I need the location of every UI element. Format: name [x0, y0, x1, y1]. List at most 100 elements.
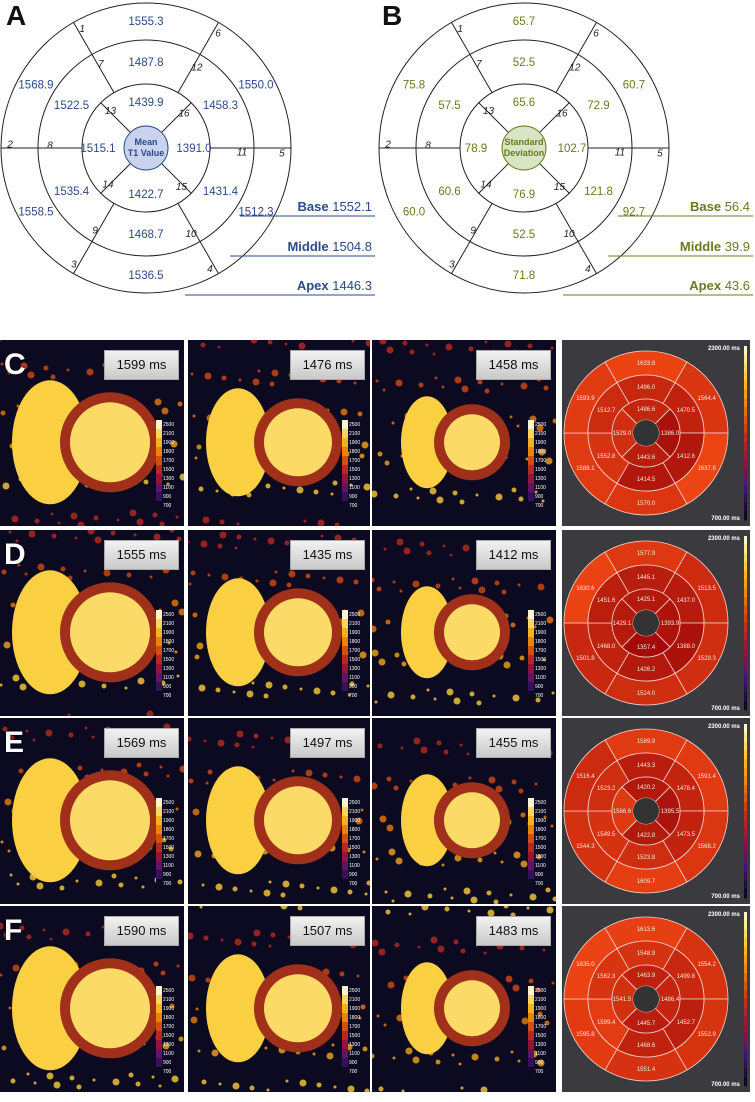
- legend-swatch: [744, 511, 747, 521]
- colorbar-swatch: [528, 691, 534, 700]
- speckle: [10, 1078, 16, 1084]
- legend-swatch: [744, 544, 747, 554]
- speckle: [546, 906, 554, 914]
- speckle: [312, 1052, 316, 1056]
- legend-swatch: [744, 955, 747, 965]
- speckle: [190, 1016, 198, 1024]
- speckle: [203, 935, 209, 941]
- speckle: [3, 641, 11, 649]
- speckle: [396, 538, 404, 546]
- speckle: [459, 743, 463, 747]
- colorbar-swatch: [156, 682, 162, 691]
- bullseye-inner-value: 1445.7: [637, 1021, 656, 1027]
- speckle: [404, 890, 412, 898]
- speckle: [375, 857, 379, 861]
- speckle: [197, 1049, 201, 1053]
- speckle: [542, 658, 546, 662]
- speckle: [379, 815, 387, 823]
- legend-swatch: [744, 553, 747, 563]
- speckle: [387, 981, 395, 989]
- speckle: [386, 824, 394, 832]
- speckle: [395, 379, 403, 387]
- speckle: [198, 684, 206, 692]
- speckle: [451, 1053, 455, 1057]
- colorbar-tick: 1500: [349, 657, 360, 663]
- segment-number-1: 1: [79, 24, 85, 35]
- mri-image: 2500 2100 1900 1800 1700 1500 1300 1100 900 700 15…: [188, 906, 370, 1092]
- bullseye-outer-value: 1591.4: [697, 774, 716, 780]
- t1-time-label: 1590 ms: [104, 916, 179, 946]
- segment-number-3: 3: [71, 259, 77, 270]
- segment-value-14: 1515.1: [80, 143, 115, 155]
- legend-swatch: [744, 1077, 747, 1087]
- sector-divider: [91, 203, 115, 242]
- bullseye-inner-value: 1463.9: [637, 973, 656, 979]
- speckle: [454, 376, 462, 384]
- speckle: [320, 534, 324, 538]
- legend-swatch: [744, 741, 747, 751]
- colorbar-swatch: [528, 816, 534, 825]
- colorbar-tick: 1300: [535, 476, 546, 482]
- segment-value-3: 60.0: [403, 207, 425, 219]
- segment-value-6: 60.7: [623, 80, 645, 92]
- colorbar-tick: 2100: [163, 997, 174, 1003]
- segment-number-13: 13: [105, 106, 117, 117]
- colorbar-swatch: [156, 1067, 162, 1076]
- colorbar-swatch: [342, 807, 348, 816]
- speckle: [363, 483, 370, 491]
- legend-swatch: [744, 837, 747, 847]
- speckle: [322, 576, 326, 580]
- colorbar-tick: 1100: [163, 485, 174, 491]
- speckle: [217, 739, 225, 747]
- speckle: [201, 883, 205, 887]
- speckle: [384, 890, 388, 894]
- segment-number-2: 2: [6, 139, 13, 150]
- speckle: [494, 1056, 500, 1062]
- legend-swatch: [744, 793, 747, 803]
- speckle: [419, 541, 425, 547]
- lv-blood-pool: [444, 980, 500, 1037]
- speckle: [519, 945, 525, 951]
- speckle: [379, 340, 387, 345]
- speckle: [17, 563, 21, 567]
- speckle: [78, 680, 86, 688]
- speckle: [487, 909, 495, 917]
- speckle: [270, 932, 276, 938]
- bullseye-drawing: 1633.8 1564.4 1637.8 1570.0 1588.1 1593.9 1496…: [563, 346, 747, 522]
- legend-swatch: [744, 459, 747, 469]
- segment-value-16: 1391.0: [176, 143, 211, 155]
- legend-swatch: [744, 354, 747, 364]
- bullseye-mid-value: 1445.1: [637, 575, 656, 581]
- bullseye-outer-value: 1577.9: [637, 551, 656, 557]
- speckle: [0, 340, 2, 342]
- colorbar-tick: 1700: [349, 836, 360, 842]
- speckle: [468, 346, 474, 352]
- colorbar-tick: 900: [535, 684, 544, 690]
- speckle: [257, 369, 261, 373]
- legend-swatch: [744, 724, 747, 734]
- segment-number-7: 7: [98, 59, 104, 70]
- colorbar-swatch: [342, 619, 348, 628]
- speckle: [361, 441, 369, 449]
- speckle: [200, 342, 206, 348]
- right-ventricle: [401, 586, 453, 679]
- colorbar-tick: 900: [163, 684, 172, 690]
- colorbar-tick: 1100: [535, 485, 546, 491]
- legend-swatch: [744, 485, 747, 495]
- colorbar-swatch: [156, 861, 162, 870]
- colorbar-swatch: [342, 691, 348, 700]
- colorbar-tick: 900: [535, 494, 544, 500]
- right-ventricle: [12, 758, 88, 883]
- speckle: [392, 1056, 396, 1060]
- row-label: E: [4, 726, 25, 759]
- colorbar-swatch: [342, 861, 348, 870]
- segment-value-10: 52.5: [513, 229, 535, 241]
- speckle: [166, 482, 170, 486]
- center-label: Mean T1 Value: [128, 137, 165, 158]
- speckle: [521, 1017, 529, 1025]
- speckle: [265, 483, 271, 489]
- segment-number-10: 10: [564, 229, 576, 240]
- bullseye-outer-value: 1635.0: [576, 962, 595, 968]
- colorbar-swatch: [528, 637, 534, 646]
- speckle: [280, 906, 288, 910]
